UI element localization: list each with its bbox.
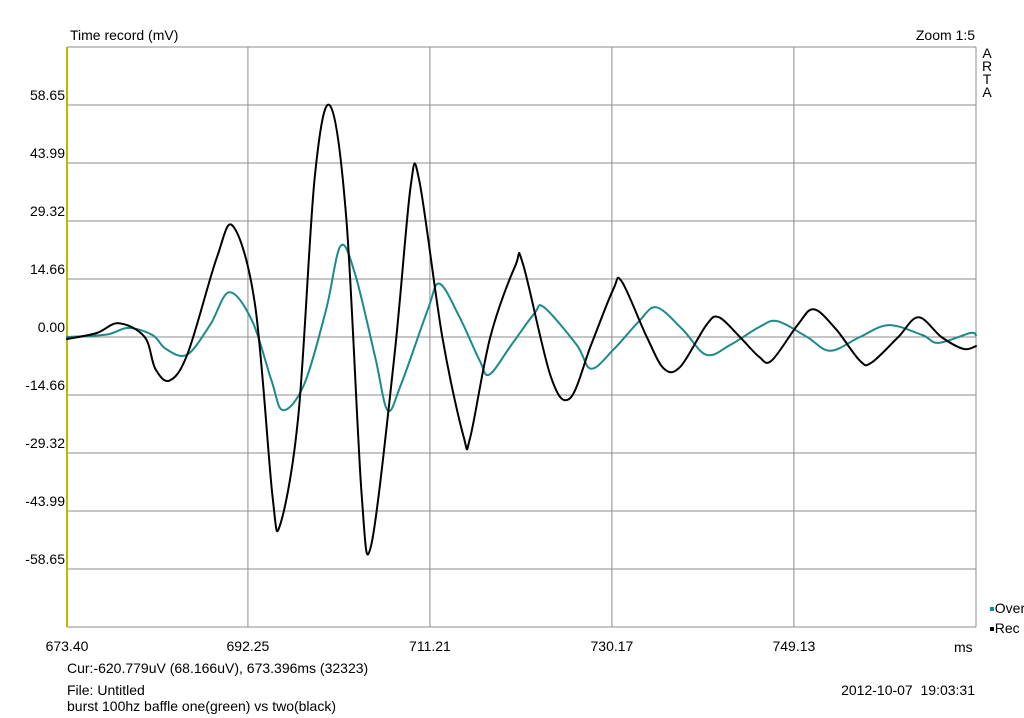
legend-swatch-rec: [989, 627, 994, 632]
x-tick-label: 673.40: [46, 638, 89, 654]
y-tick-label: 58.65: [30, 87, 65, 103]
timestamp-label: 2012-10-07 19:03:31: [841, 682, 975, 698]
y-tick-labels: 58.65 43.99 29.32 14.66 0.00 -14.66 -29.32 -43.…: [25, 87, 65, 567]
arta-brand: A R T A: [981, 45, 993, 100]
x-tick-labels: 673.40 692.25 711.21 730.17 749.13: [46, 638, 816, 654]
legend-label-rec: Rec: [994, 620, 1020, 636]
x-tick-label: 749.13: [772, 638, 815, 654]
series-lines: [66, 103, 977, 556]
zoom-label: Zoom 1:5: [915, 27, 975, 43]
series-line-over: [66, 243, 977, 413]
legend-item-rec: Rec: [982, 604, 1020, 636]
y-tick-label: 43.99: [30, 145, 65, 161]
x-tick-label: 711.21: [409, 638, 451, 654]
y-tick-label: -58.65: [25, 551, 65, 567]
y-tick-label: 14.66: [30, 261, 65, 277]
x-tick-label: 692.25: [227, 638, 270, 654]
cursor-readout: Cur:-620.779uV (68.166uV), 673.396ms (32…: [67, 660, 369, 676]
brand-letter: A: [982, 45, 992, 61]
y-tick-label: 29.32: [30, 203, 65, 219]
y-tick-label: 0.00: [38, 319, 65, 335]
brand-letter: R: [981, 58, 993, 74]
description-label: burst 100hz baffle one(green) vs two(bla…: [67, 698, 336, 714]
x-unit-label: ms: [954, 639, 973, 655]
legend-item-over: Over: [982, 584, 1024, 616]
chart-title: Time record (mV): [70, 27, 179, 43]
brand-letter: T: [982, 71, 992, 87]
x-tick-label: 730.17: [591, 638, 634, 654]
brand-letter: A: [982, 84, 992, 100]
legend-label-over: Over: [994, 600, 1024, 616]
grid-lines: [67, 47, 976, 627]
y-tick-label: -29.32: [25, 435, 65, 451]
y-tick-label: -14.66: [25, 377, 65, 393]
series-line-rec: [66, 103, 977, 556]
y-tick-label: -43.99: [25, 493, 65, 509]
file-label: File: Untitled: [67, 682, 145, 698]
legend-swatch-over: [989, 607, 994, 612]
